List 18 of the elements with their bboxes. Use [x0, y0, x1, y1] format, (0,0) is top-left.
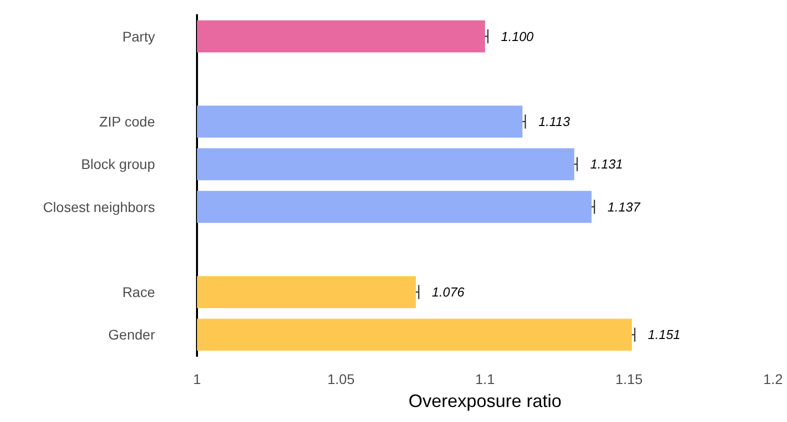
data-label: 1.137 — [608, 199, 641, 214]
y-tick-label: ZIP code — [99, 114, 156, 130]
y-tick-label: Race — [122, 284, 156, 300]
x-tick-label: 1.15 — [615, 371, 643, 387]
x-tick-label: 1.05 — [327, 371, 355, 387]
data-label: 1.113 — [538, 114, 571, 130]
y-tick-label: Party — [122, 28, 155, 44]
y-tick-label: Closest neighbors — [42, 198, 155, 215]
x-tick-label: 1.1 — [475, 371, 495, 387]
data-label: 1.151 — [648, 327, 680, 342]
x-tick-label: 1 — [193, 371, 202, 387]
data-label: 1.131 — [590, 156, 623, 172]
data-label: 1.076 — [432, 284, 466, 300]
y-tick-label: Block group — [81, 156, 156, 172]
x-axis-title: Overexposure ratio — [408, 391, 562, 411]
x-tick-label: 1.2 — [763, 371, 783, 387]
data-label: 1.100 — [501, 28, 534, 44]
y-tick-label: Gender — [108, 326, 156, 343]
